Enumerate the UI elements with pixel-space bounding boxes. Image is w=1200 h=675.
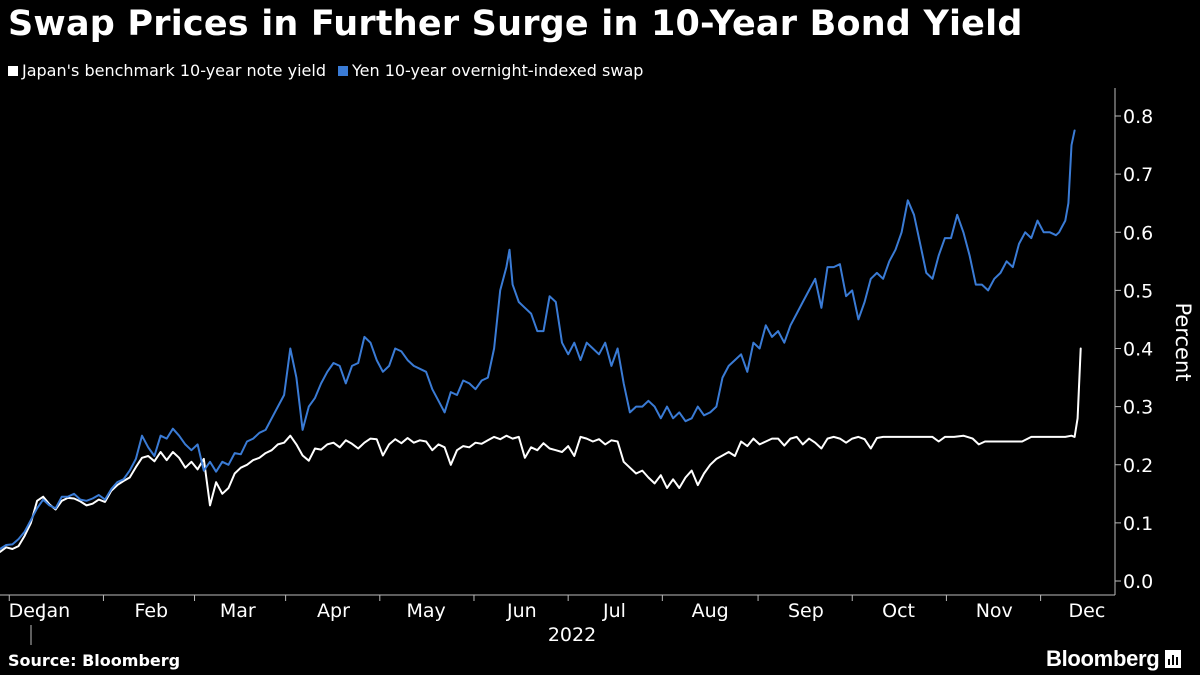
bloomberg-logo: Bloomberg	[1046, 646, 1182, 672]
x-tick-label: Dec	[9, 600, 46, 622]
x-tick-label: Aug	[692, 600, 729, 622]
y-tick-label: 0.3	[1123, 397, 1153, 419]
brand-name: Bloomberg	[1046, 646, 1160, 671]
y-tick-label: 0.4	[1123, 339, 1153, 361]
x-tick-label: Sep	[788, 600, 824, 622]
chart-title: Swap Prices in Further Surge in 10-Year …	[8, 4, 1023, 44]
y-tick-label: 0.5	[1123, 280, 1153, 302]
series-line-ois-swap	[0, 129, 1076, 550]
y-tick-label: 0.0	[1123, 571, 1153, 593]
y-tick-label: 0.8	[1123, 106, 1153, 128]
y-tick-label: 0.1	[1123, 513, 1153, 535]
x-tick-label: Oct	[882, 600, 915, 622]
x-tick-label: Nov	[976, 600, 1013, 622]
legend-label-jgb-yield: Japan's benchmark 10-year note yield	[22, 61, 326, 80]
legend-swatch-jgb-yield	[8, 65, 18, 76]
y-axis-label: Percent	[1171, 302, 1195, 381]
legend-item-jgb-yield: Japan's benchmark 10-year note yield	[8, 61, 326, 80]
x-tick-label: Jun	[506, 600, 537, 622]
source-note: Source: Bloomberg	[8, 651, 181, 670]
x-tick-label: Jan	[40, 600, 70, 622]
y-tick-label: 0.7	[1123, 164, 1153, 186]
x-tick-label: Apr	[317, 600, 350, 622]
x-year-label: 2022	[548, 624, 596, 646]
legend: Japan's benchmark 10-year note yield Yen…	[8, 61, 655, 80]
legend-label-ois-swap: Yen 10-year overnight-indexed swap	[351, 61, 644, 80]
x-tick-label: Jul	[602, 600, 626, 622]
x-tick-label: Dec	[1069, 600, 1106, 622]
x-tick-label: Mar	[220, 600, 256, 622]
legend-item-ois-swap: Yen 10-year overnight-indexed swap	[337, 61, 644, 80]
x-tick-label: May	[406, 600, 445, 622]
x-tick-label: Feb	[134, 600, 168, 622]
y-tick-label: 0.6	[1123, 222, 1153, 244]
legend-swatch-ois-swap	[337, 65, 348, 76]
series-line-jgb-yield	[0, 347, 1082, 553]
y-tick-label: 0.2	[1123, 455, 1153, 477]
bar-chart-icon	[1165, 650, 1182, 668]
